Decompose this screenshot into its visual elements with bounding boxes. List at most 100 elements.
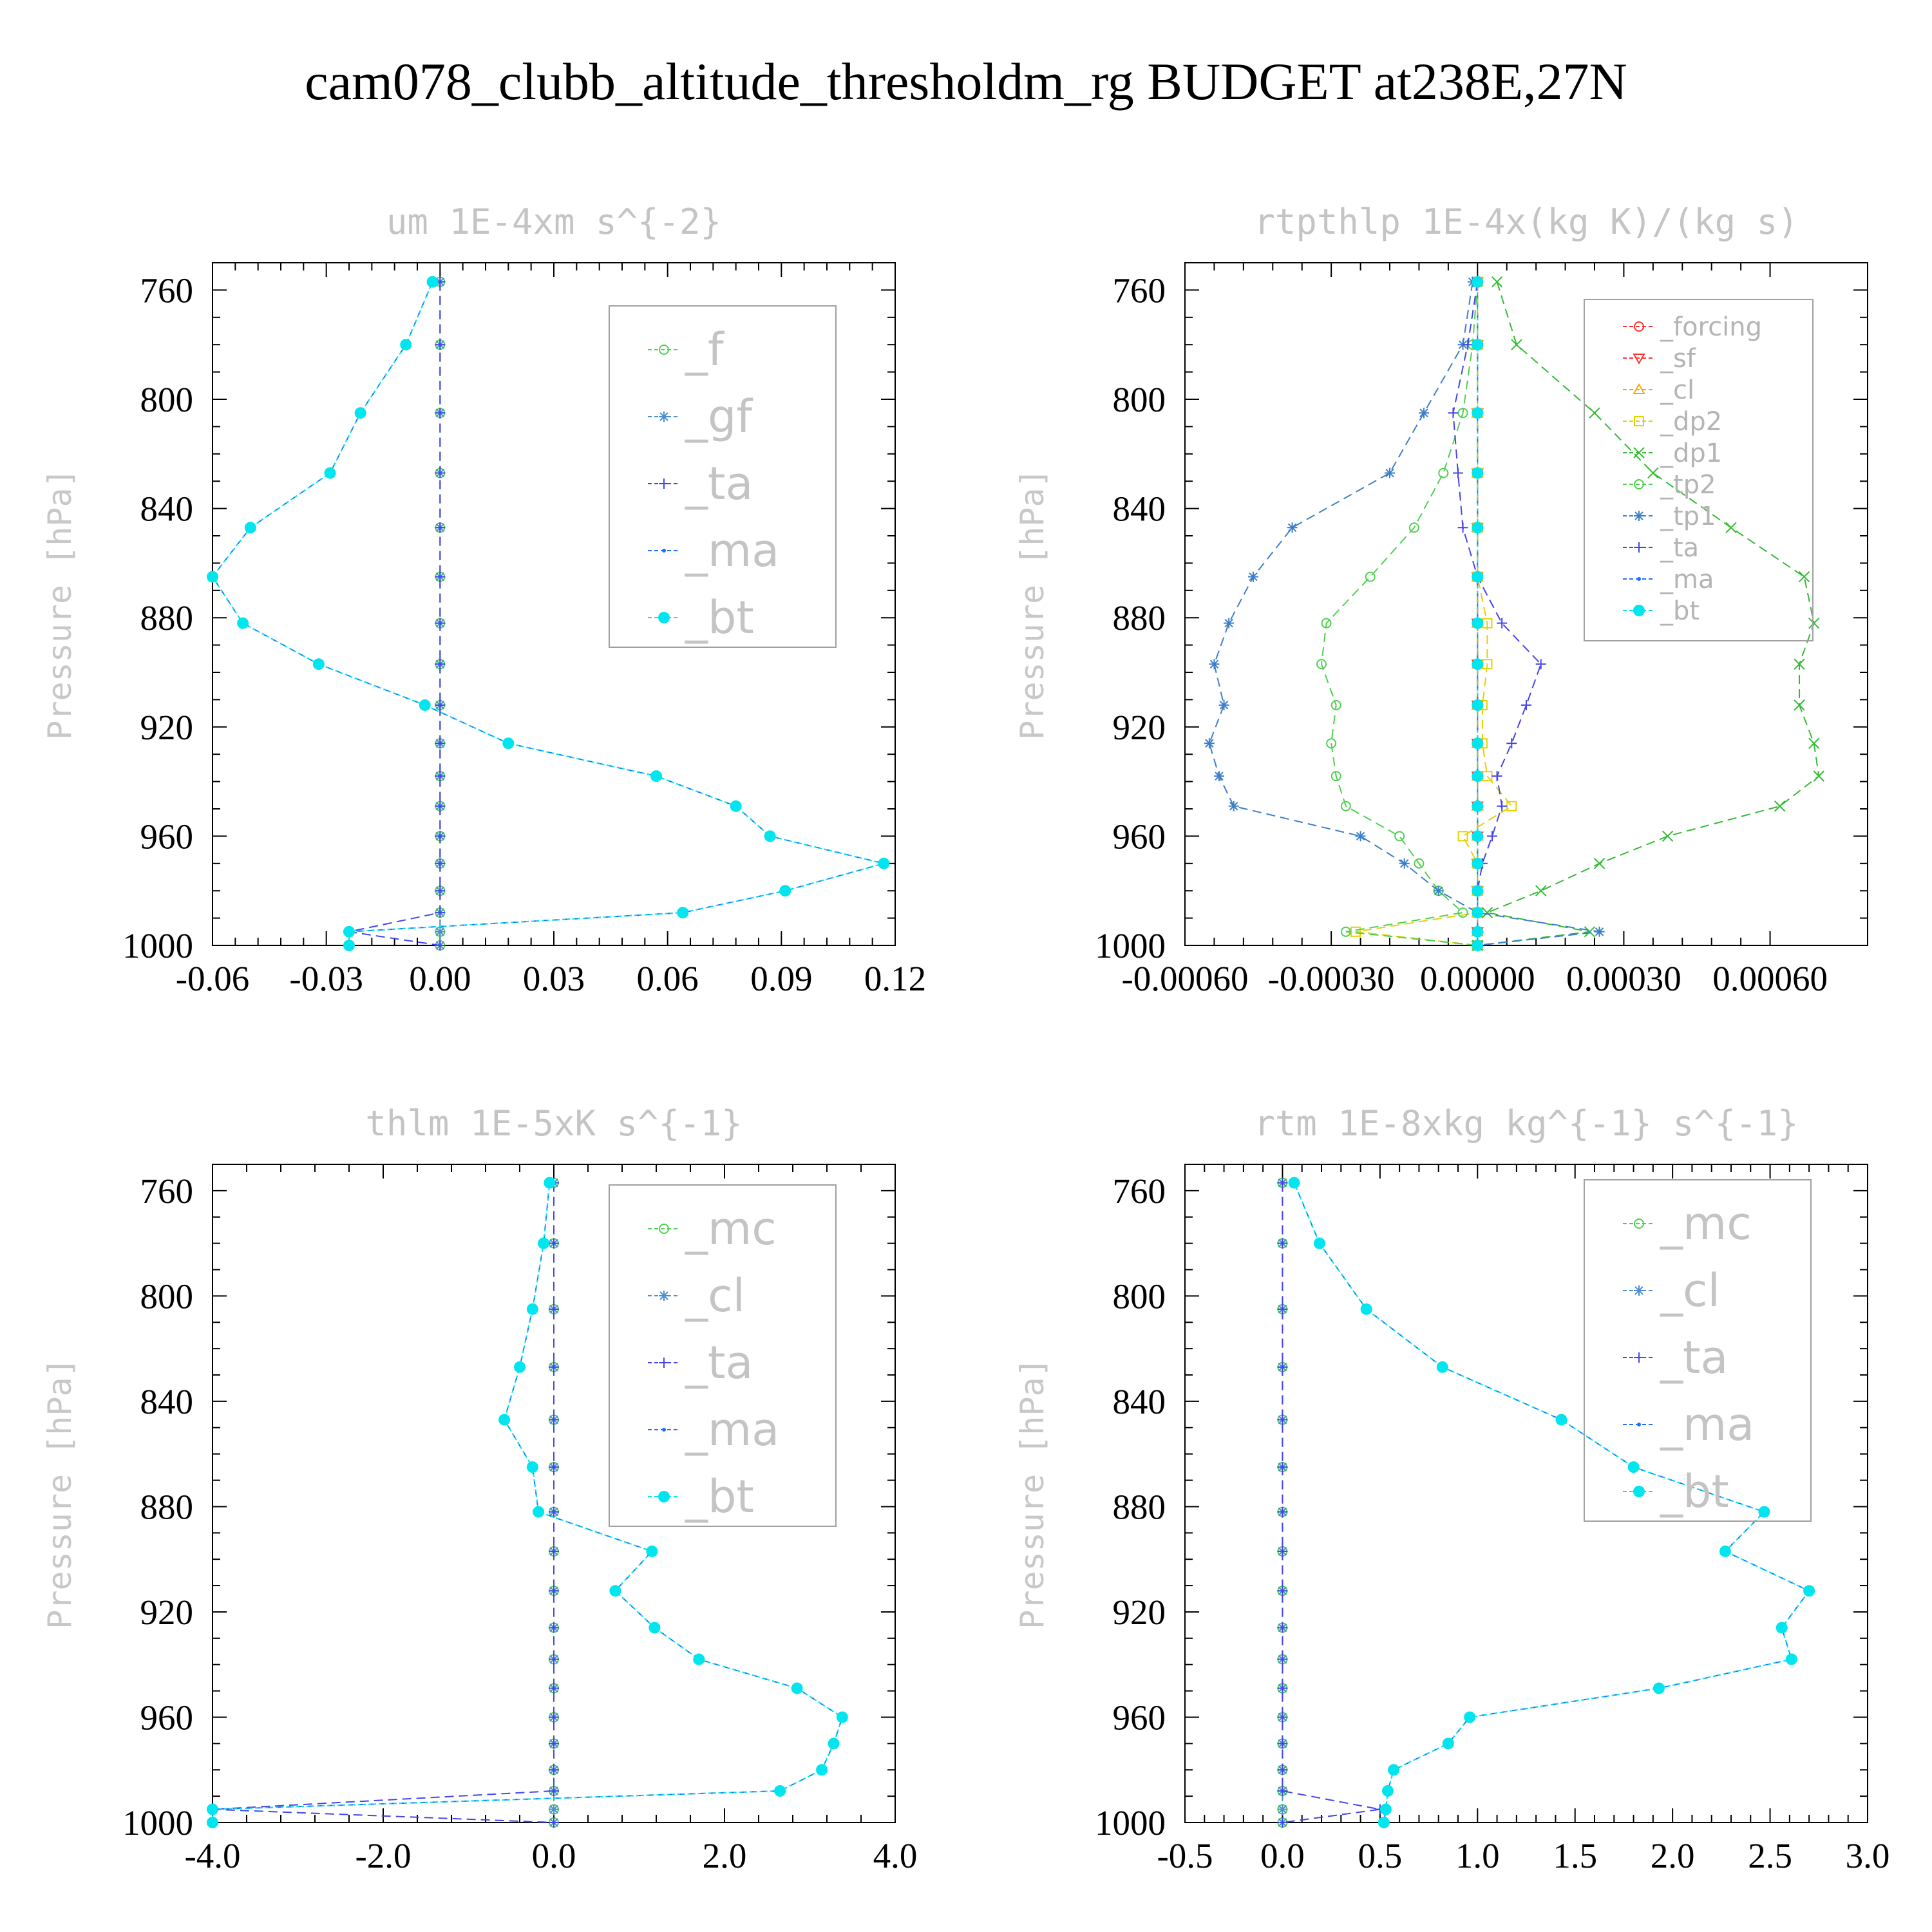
series-line (212, 1182, 844, 1823)
x-tick-label: 0.09 (750, 959, 812, 998)
data-point (549, 1654, 559, 1665)
data-point (1436, 1361, 1448, 1373)
series-line (1477, 281, 1820, 946)
series-ta (1277, 1177, 1385, 1828)
legend-marker (1637, 577, 1641, 581)
legend-item: _dp1 (1623, 439, 1722, 468)
data-point (419, 699, 431, 711)
data-point (1472, 857, 1484, 869)
data-point (1360, 1303, 1372, 1315)
legend-item: _ta (648, 1336, 753, 1389)
panel-title: thlm 1E-5xK s^{-1} (365, 1103, 742, 1144)
data-point (1653, 1682, 1665, 1694)
data-point (544, 1177, 556, 1189)
legend-label: _ma (685, 1403, 779, 1456)
legend-box (1584, 1179, 1812, 1522)
data-point (426, 276, 439, 288)
y-tick-label: 1000 (122, 926, 193, 965)
data-point (435, 659, 446, 670)
legend-label: _bt (685, 591, 754, 644)
data-point (1647, 467, 1659, 479)
y-tick-label: 800 (140, 380, 194, 419)
series-bt (207, 1177, 848, 1828)
data-point (1277, 1622, 1288, 1633)
x-tick-label: -0.03 (289, 959, 363, 998)
data-point (1340, 800, 1351, 811)
data-point (400, 339, 412, 351)
legend-item: _forcing (1623, 312, 1762, 342)
series-ta (1448, 276, 1546, 951)
data-point (1214, 771, 1224, 782)
data-point (1497, 800, 1508, 811)
x-tick-label: 0.00060 (1712, 959, 1828, 998)
y-tick-label: 880 (1113, 598, 1166, 638)
legend-item: _ta (1623, 1331, 1728, 1384)
data-point (549, 1712, 559, 1723)
data-point (533, 1506, 545, 1518)
data-point (1378, 1817, 1390, 1828)
y-tick-label: 800 (1113, 380, 1166, 419)
data-point (324, 467, 336, 479)
data-point (549, 1506, 559, 1517)
data-point (435, 738, 446, 749)
data-point (549, 1303, 559, 1314)
x-tick-label: 0.03 (523, 959, 585, 998)
y-tick-label: 840 (1113, 1382, 1166, 1421)
data-point (1472, 617, 1484, 629)
legend-label: _ma (1660, 565, 1714, 594)
data-point (774, 1785, 786, 1797)
data-point (435, 699, 446, 710)
data-point (1492, 771, 1502, 782)
data-point (1491, 276, 1503, 288)
series-dp1 (1472, 276, 1824, 951)
legend-item: _bt (648, 1470, 754, 1523)
series-line (1320, 281, 1479, 946)
y-axis-label: Pressure [hPa] (41, 1358, 79, 1629)
series-line (1208, 281, 1600, 946)
data-point (609, 1585, 621, 1597)
data-point (1433, 886, 1444, 896)
data-point (1331, 771, 1341, 782)
data-point (779, 885, 791, 897)
series-line (212, 1182, 554, 1823)
data-point (1758, 1506, 1770, 1518)
x-tick-label: -0.00060 (1121, 959, 1248, 998)
data-point (828, 1738, 840, 1750)
legend-item: _bt (1623, 596, 1700, 626)
legend-marker (1634, 1218, 1644, 1229)
legend-label: _mc (685, 1202, 777, 1255)
data-point (1350, 926, 1361, 937)
data-point (538, 1237, 550, 1249)
data-point (1414, 858, 1425, 869)
x-tick-label: 0.06 (637, 959, 699, 998)
data-point (1662, 830, 1674, 842)
x-tick-label: 0.00000 (1420, 959, 1535, 998)
legend-item: _tp2 (1623, 470, 1716, 500)
chart-panel-3: 760 800 840 880 920 960 1000-4.0 -2.0 0.0 2.0 4.0 t… (41, 1103, 917, 1875)
data-point (549, 1817, 559, 1828)
data-point (549, 1622, 559, 1633)
data-point (207, 1803, 218, 1815)
x-tick-label: 4.0 (873, 1836, 918, 1875)
legend-label: _dp2 (1660, 407, 1722, 437)
x-tick-label: -0.5 (1157, 1836, 1213, 1875)
legend-item: _ta (1623, 533, 1699, 563)
data-point (1497, 618, 1508, 629)
data-point (343, 940, 355, 951)
y-tick-label: 960 (140, 1698, 194, 1737)
legend-label: _dp1 (1660, 439, 1722, 468)
data-point (1584, 926, 1596, 938)
data-point (1481, 907, 1493, 918)
legend-label: _mc (1660, 1197, 1752, 1250)
data-point (1627, 1461, 1640, 1473)
data-point (1506, 800, 1517, 811)
data-point (549, 1765, 559, 1776)
legend-label: _ta (685, 457, 753, 510)
data-point (1463, 339, 1473, 350)
data-point (1803, 1585, 1815, 1597)
data-point (1472, 800, 1484, 812)
legend-marker (1634, 479, 1644, 489)
legend-item: _bt (648, 591, 754, 644)
data-point (549, 1804, 559, 1815)
data-point (502, 737, 515, 750)
